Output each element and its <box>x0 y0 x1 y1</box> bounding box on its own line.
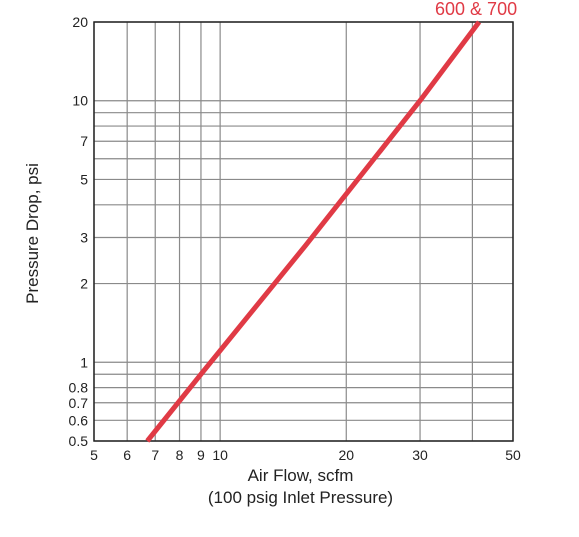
y-tick-0-8: 0.8 <box>69 380 89 396</box>
plot-frame <box>93 21 514 442</box>
y-tick-3: 3 <box>80 229 88 245</box>
y-tick-0-7: 0.7 <box>69 395 89 411</box>
x-tick-6: 6 <box>123 447 131 463</box>
y-tick-2: 2 <box>80 276 88 292</box>
x-tick-9: 9 <box>197 447 205 463</box>
series-line-1 <box>145 20 482 443</box>
y-tick-0-5: 0.5 <box>69 433 89 449</box>
series-layer: 600 & 700 <box>145 0 517 443</box>
x-tick-8: 8 <box>176 447 184 463</box>
y-tick-0-6: 0.6 <box>69 412 89 428</box>
x-tick-20: 20 <box>338 447 354 463</box>
y-axis-title: Pressure Drop, psi <box>23 163 42 304</box>
x-axis-subtitle: (100 psig Inlet Pressure) <box>208 488 393 507</box>
series-label-1: 600 & 700 <box>435 0 517 19</box>
y-tick-labels: 0.5 0.60.70.8 1 2 3 5 7 10 20 <box>69 14 89 449</box>
x-tick-5: 5 <box>90 447 98 463</box>
x-tick-30: 30 <box>412 447 428 463</box>
x-tick-labels: 5 6 7 8 9 10 20 30 50 <box>90 447 521 463</box>
y-tick-20: 20 <box>72 14 88 30</box>
grid <box>93 21 514 442</box>
y-tick-10: 10 <box>72 93 88 109</box>
x-tick-50: 50 <box>505 447 521 463</box>
y-tick-1: 1 <box>80 354 88 370</box>
x-tick-7: 7 <box>151 447 159 463</box>
x-tick-10: 10 <box>212 447 228 463</box>
y-tick-5: 5 <box>80 171 88 187</box>
y-tick-7: 7 <box>80 133 88 149</box>
x-axis-title: Air Flow, scfm <box>248 466 354 485</box>
